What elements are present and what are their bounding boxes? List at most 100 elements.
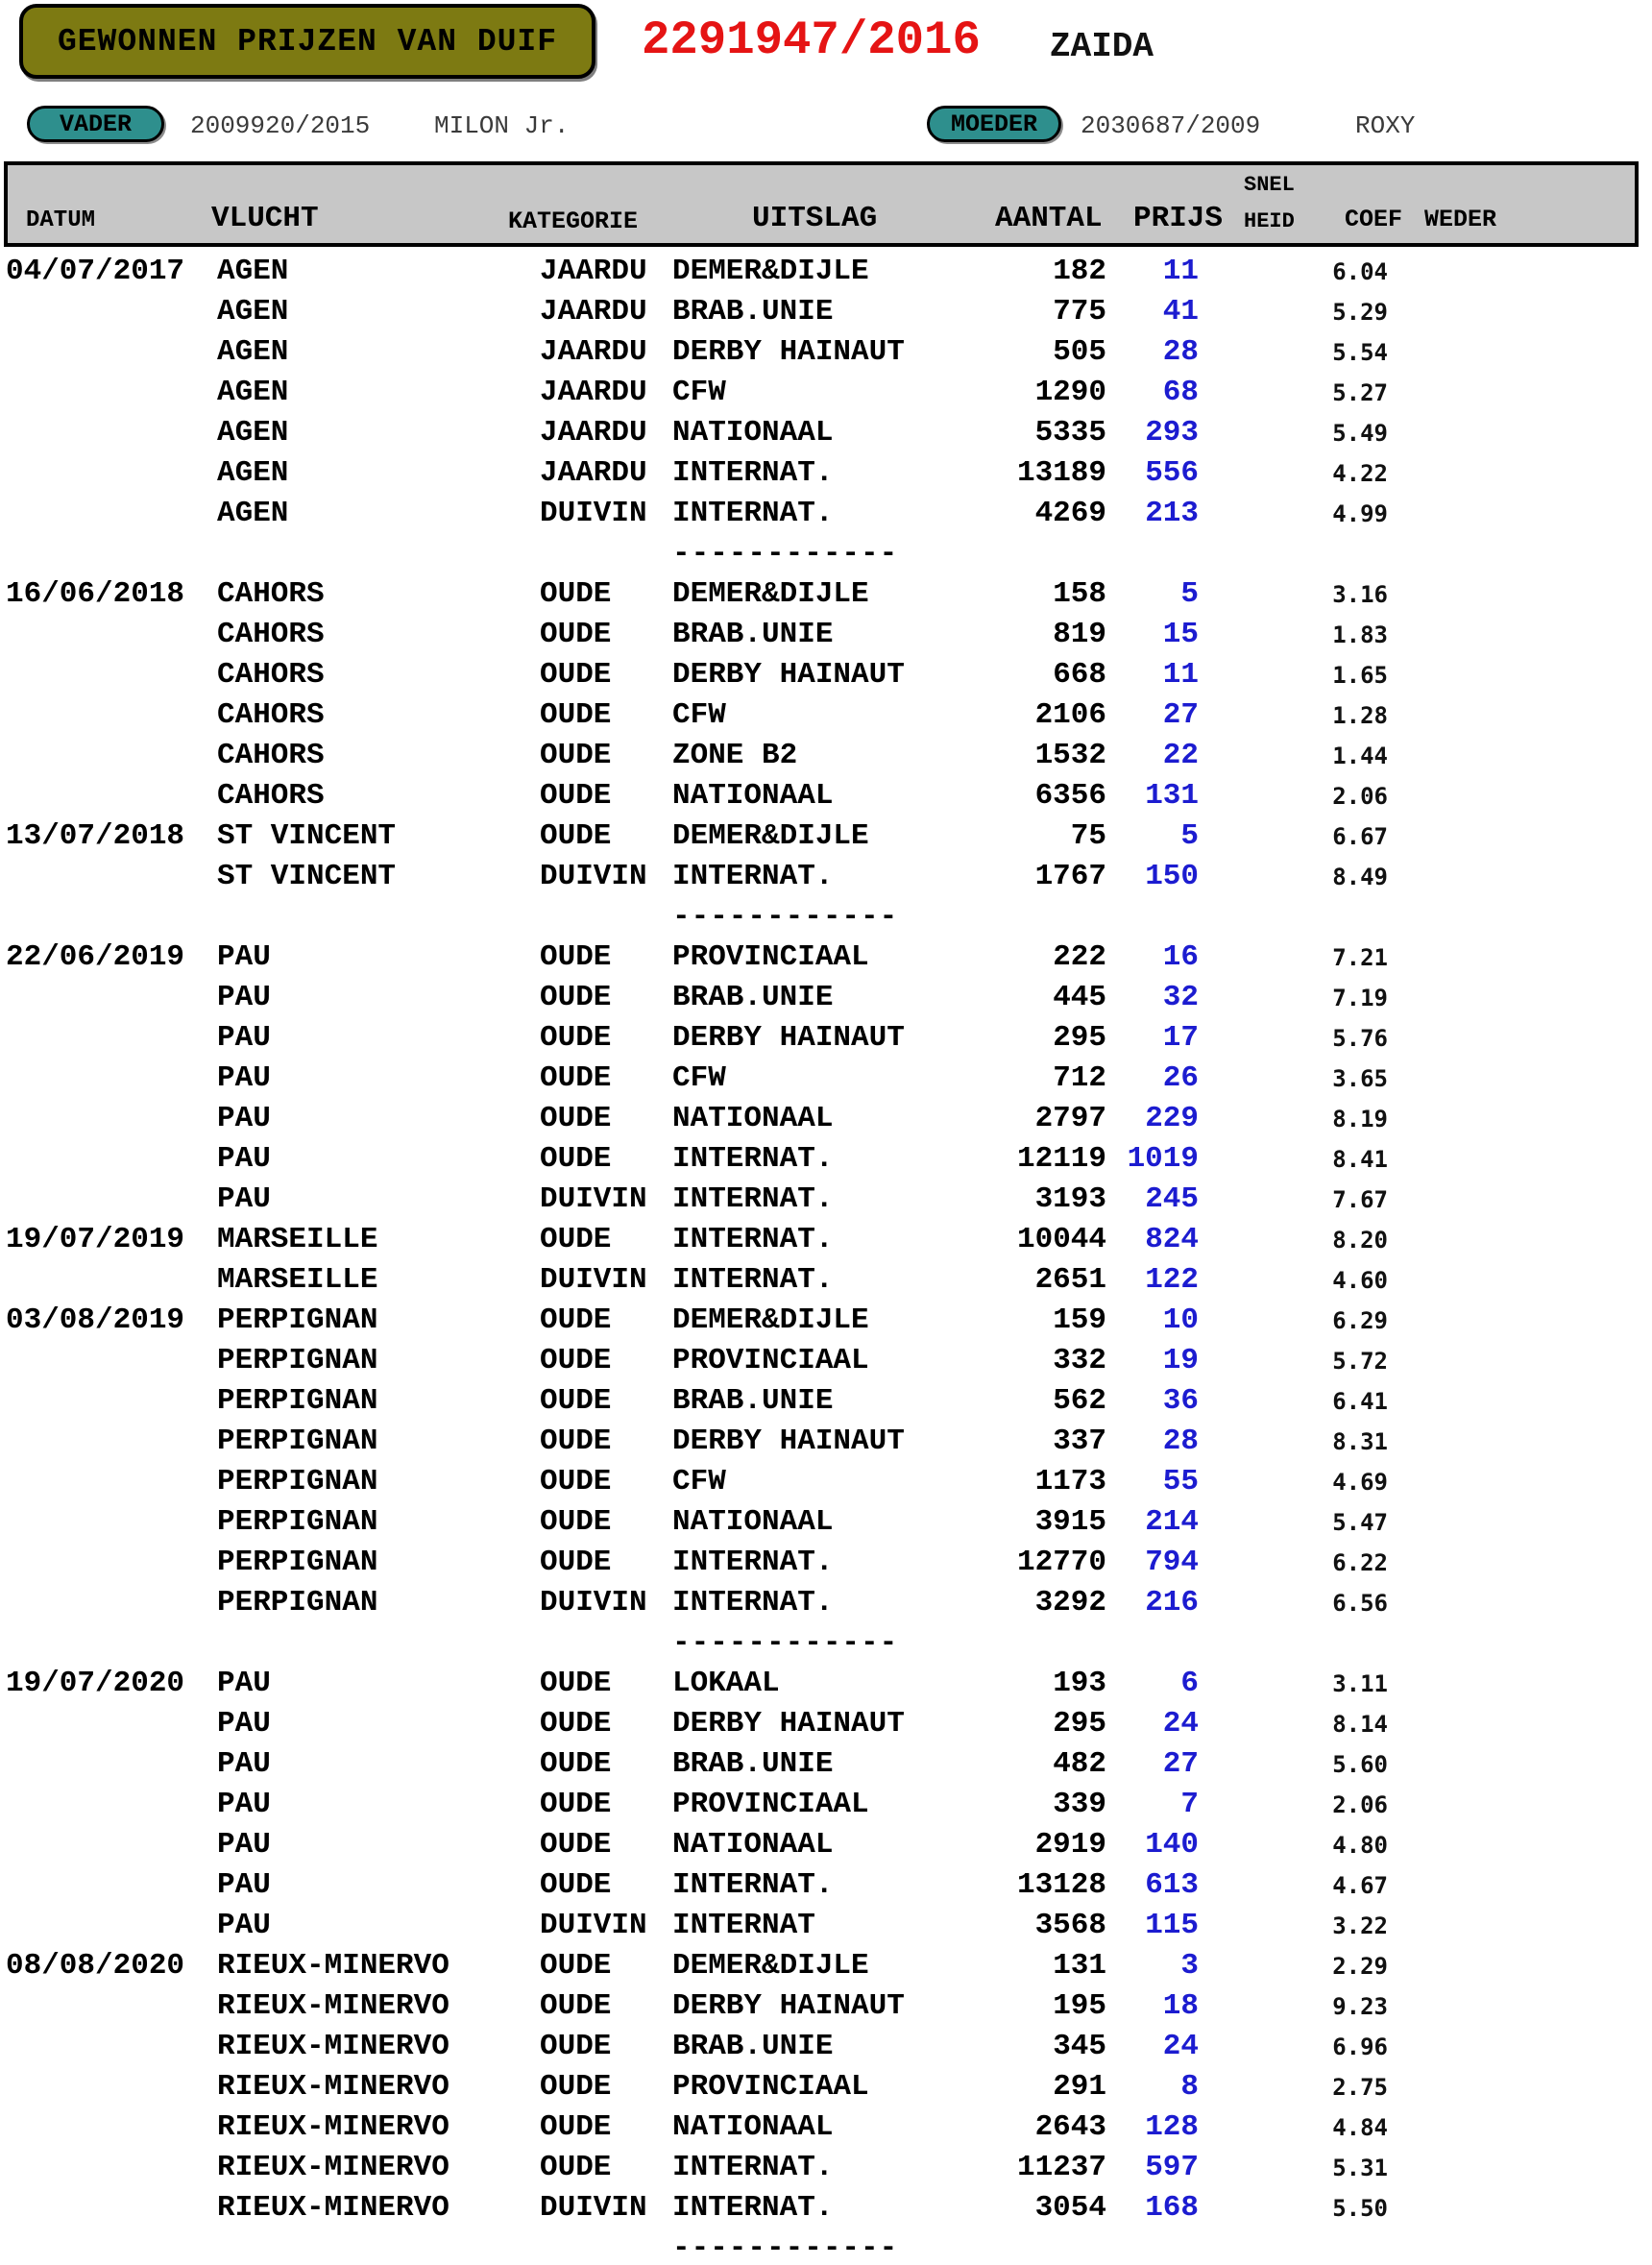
table-row: RIEUX-MINERVO OUDE INTERNAT. 11237 597 5.31 (0, 2148, 1652, 2188)
aantal-cell: 6356 (1034, 779, 1106, 813)
vlucht-cell: PAU (217, 1061, 271, 1095)
uitslag-cell: DERBY HAINAUT (672, 1989, 905, 2023)
uitslag-cell: DEMER&DIJLE (672, 577, 869, 611)
prijs-cell: 122 (1145, 1263, 1199, 1297)
prijs-cell: 15 (1162, 618, 1199, 651)
prijs-cell: 11 (1162, 658, 1199, 692)
kategorie-cell: OUDE (540, 1788, 612, 1821)
table-separator-row: ------------ (0, 897, 1652, 938)
uitslag-cell: DERBY HAINAUT (672, 1425, 905, 1458)
coef-cell: 1.28 (1332, 702, 1388, 729)
uitslag-cell: LOKAAL (672, 1667, 780, 1700)
table-row: PERPIGNAN OUDE BRAB.UNIE 562 36 6.41 (0, 1381, 1652, 1422)
table-row: PAU OUDE DERBY HAINAUT 295 24 8.14 (0, 1704, 1652, 1744)
prijs-cell: 32 (1162, 981, 1199, 1014)
aantal-cell: 2797 (1034, 1102, 1106, 1135)
prijs-cell: 245 (1145, 1182, 1199, 1216)
vlucht-cell: AGEN (217, 456, 289, 490)
table-separator-row: ------------ (0, 1623, 1652, 1664)
vlucht-cell: AGEN (217, 295, 289, 329)
uitslag-cell: INTERNAT. (672, 497, 834, 530)
uitslag-cell: DEMER&DIJLE (672, 255, 869, 288)
vlucht-cell: RIEUX-MINERVO (217, 2110, 449, 2144)
table-row: PAU OUDE BRAB.UNIE 445 32 7.19 (0, 978, 1652, 1018)
aantal-cell: 562 (1053, 1384, 1106, 1418)
aantal-cell: 337 (1053, 1425, 1106, 1458)
table-row: PERPIGNAN OUDE DERBY HAINAUT 337 28 8.31 (0, 1422, 1652, 1462)
column-header-prijs: PRIJS (1133, 202, 1224, 235)
table-row: CAHORS OUDE DERBY HAINAUT 668 11 1.65 (0, 655, 1652, 695)
table-header-bar: DATUM VLUCHT KATEGORIE UITSLAG AANTAL PR… (4, 161, 1639, 247)
coef-cell: 4.99 (1332, 500, 1388, 527)
kategorie-cell: OUDE (540, 1142, 612, 1176)
prijs-cell: 17 (1162, 1021, 1199, 1055)
aantal-cell: 505 (1053, 335, 1106, 369)
table-row: 08/08/2020 RIEUX-MINERVO OUDE DEMER&DIJLE 13… (0, 1946, 1652, 1986)
prijs-cell: 216 (1145, 1586, 1199, 1620)
vlucht-cell: PERPIGNAN (217, 1384, 378, 1418)
vlucht-cell: PAU (217, 1021, 271, 1055)
kategorie-cell: JAARDU (540, 456, 647, 490)
table-row: PERPIGNAN OUDE NATIONAAL 3915 214 5.47 (0, 1502, 1652, 1543)
kategorie-cell: OUDE (540, 739, 612, 772)
aantal-cell: 195 (1053, 1989, 1106, 2023)
kategorie-cell: JAARDU (540, 376, 647, 409)
prijs-cell: 18 (1162, 1989, 1199, 2023)
uitslag-cell: BRAB.UNIE (672, 981, 834, 1014)
uitslag-cell: DEMER&DIJLE (672, 1303, 869, 1337)
vader-badge: VADER (27, 106, 164, 142)
prijs-cell: 28 (1162, 335, 1199, 369)
kategorie-cell: DUIVIN (540, 1182, 647, 1216)
coef-cell: 4.84 (1332, 2114, 1388, 2141)
kategorie-cell: OUDE (540, 618, 612, 651)
table-row: PERPIGNAN OUDE INTERNAT. 12770 794 6.22 (0, 1543, 1652, 1583)
kategorie-cell: OUDE (540, 1747, 612, 1781)
vader-badge-label: VADER (59, 110, 132, 138)
uitslag-cell: NATIONAAL (672, 1505, 834, 1539)
uitslag-cell: INTERNAT. (672, 860, 834, 893)
aantal-cell: 13189 (1016, 456, 1106, 490)
vlucht-cell: PAU (217, 1747, 271, 1781)
coef-cell: 6.96 (1332, 2034, 1388, 2060)
coef-cell: 1.44 (1332, 743, 1388, 769)
uitslag-cell: INTERNAT. (672, 1868, 834, 1902)
coef-cell: 5.27 (1332, 379, 1388, 406)
vlucht-cell: MARSEILLE (217, 1263, 378, 1297)
kategorie-cell: JAARDU (540, 335, 647, 369)
vlucht-cell: PAU (217, 1142, 271, 1176)
uitslag-cell: BRAB.UNIE (672, 295, 834, 329)
coef-cell: 2.06 (1332, 1791, 1388, 1818)
kategorie-cell: OUDE (540, 779, 612, 813)
table-row: CAHORS OUDE CFW 2106 27 1.28 (0, 695, 1652, 736)
kategorie-cell: OUDE (540, 1102, 612, 1135)
table-row: PAU OUDE DERBY HAINAUT 295 17 5.76 (0, 1018, 1652, 1059)
prijs-cell: 214 (1145, 1505, 1199, 1539)
aantal-cell: 2919 (1034, 1828, 1106, 1862)
kategorie-cell: OUDE (540, 1505, 612, 1539)
prijs-cell: 24 (1162, 2030, 1199, 2063)
prijs-cell: 140 (1145, 1828, 1199, 1862)
prijs-cell: 128 (1145, 2110, 1199, 2144)
coef-cell: 6.04 (1332, 258, 1388, 285)
vlucht-cell: PERPIGNAN (217, 1505, 378, 1539)
column-header-vlucht: VLUCHT (211, 202, 319, 235)
aantal-cell: 3915 (1034, 1505, 1106, 1539)
aantal-cell: 182 (1053, 255, 1106, 288)
coef-cell: 1.83 (1332, 621, 1388, 648)
separator-dashes: ------------ (672, 900, 899, 934)
table-row: PAU OUDE BRAB.UNIE 482 27 5.60 (0, 1744, 1652, 1785)
kategorie-cell: OUDE (540, 819, 612, 853)
coef-cell: 8.20 (1332, 1227, 1388, 1254)
column-header-weder: WEDER (1424, 206, 1497, 233)
aantal-cell: 332 (1053, 1344, 1106, 1377)
prijs-cell: 115 (1145, 1909, 1199, 1942)
vlucht-cell: CAHORS (217, 698, 325, 732)
datum-cell: 22/06/2019 (6, 940, 185, 974)
uitslag-cell: NATIONAAL (672, 1828, 834, 1862)
prijs-cell: 28 (1162, 1425, 1199, 1458)
kategorie-cell: OUDE (540, 1384, 612, 1418)
uitslag-cell: INTERNAT. (672, 1546, 834, 1579)
prijs-cell: 794 (1145, 1546, 1199, 1579)
uitslag-cell: BRAB.UNIE (672, 618, 834, 651)
prijs-cell: 68 (1162, 376, 1199, 409)
